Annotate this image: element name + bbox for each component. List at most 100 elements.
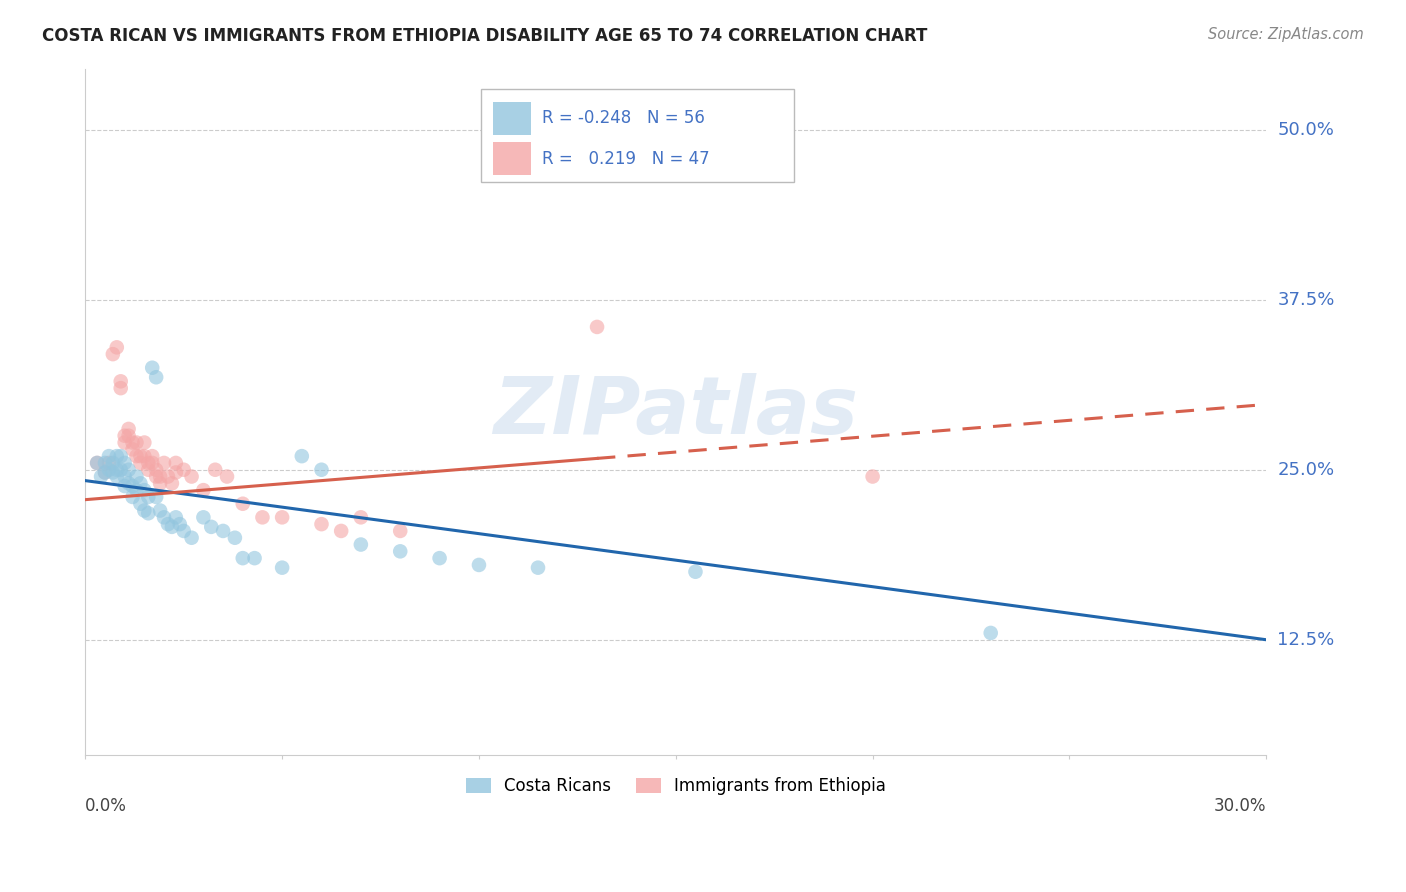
Point [129,476,152,491]
Legend: Costa Ricans, Immigrants from Ethiopia: Costa Ricans, Immigrants from Ethiopia [458,771,893,802]
Point [105,469,128,483]
Point [243,551,266,566]
Point [232,497,254,511]
Point [389,544,412,558]
Point [136,463,159,477]
Point [101,456,124,470]
Point [149,503,172,517]
Point [204,463,226,477]
Point [121,490,143,504]
Point [121,435,143,450]
Point [94,456,117,470]
Point [252,510,274,524]
Point [121,479,143,493]
Point [114,456,136,470]
Point [136,506,159,520]
Point [90,469,112,483]
Point [149,469,172,483]
Point [291,449,314,463]
Point [141,456,163,470]
Point [200,520,222,534]
Point [134,435,156,450]
Text: 12.5%: 12.5% [1278,631,1334,648]
Point [271,560,294,574]
Text: COSTA RICAN VS IMMIGRANTS FROM ETHIOPIA DISABILITY AGE 65 TO 74 CORRELATION CHAR: COSTA RICAN VS IMMIGRANTS FROM ETHIOPIA … [42,27,928,45]
Point [193,483,215,497]
Point [160,476,183,491]
Point [114,469,136,483]
Point [110,463,132,477]
Point [429,551,451,566]
Point [114,428,136,442]
Point [173,524,195,538]
Point [134,503,156,517]
Point [165,466,187,480]
Point [121,442,143,457]
Text: 30.0%: 30.0% [1213,797,1267,814]
Point [105,463,128,477]
Point [156,517,179,532]
Point [134,483,156,497]
Point [145,469,167,483]
Point [134,449,156,463]
Point [101,347,124,361]
Point [125,449,148,463]
Point [180,531,202,545]
Point [215,469,238,483]
Point [232,551,254,566]
Point [527,560,550,574]
Point [110,375,132,389]
FancyBboxPatch shape [492,103,530,136]
Point [105,449,128,463]
Text: Source: ZipAtlas.com: Source: ZipAtlas.com [1208,27,1364,42]
Point [94,466,117,480]
Point [389,524,412,538]
Point [149,476,172,491]
Point [117,428,139,442]
Point [311,463,333,477]
Point [86,456,108,470]
Point [224,531,246,545]
FancyBboxPatch shape [481,89,794,182]
Point [136,456,159,470]
Point [468,558,491,572]
Point [114,435,136,450]
Point [350,537,373,551]
Point [145,463,167,477]
Point [160,520,183,534]
Point [165,510,187,524]
Text: 25.0%: 25.0% [1278,461,1334,479]
Text: 0.0%: 0.0% [86,797,127,814]
Point [101,466,124,480]
Point [141,360,163,375]
Point [145,370,167,384]
Point [862,469,884,483]
Point [136,490,159,504]
Point [86,456,108,470]
Point [97,456,120,470]
Point [311,517,333,532]
Point [129,449,152,463]
Point [980,626,1002,640]
Text: R =   0.219   N = 47: R = 0.219 N = 47 [543,150,710,169]
Point [212,524,235,538]
Point [153,510,176,524]
Point [97,463,120,477]
Point [193,510,215,524]
Point [141,449,163,463]
Point [173,463,195,477]
Point [271,510,294,524]
Point [110,449,132,463]
Point [110,381,132,395]
Point [165,456,187,470]
Point [117,476,139,491]
Point [685,565,707,579]
Point [125,435,148,450]
Point [180,469,202,483]
Point [129,497,152,511]
Point [114,479,136,493]
Point [153,456,176,470]
Point [350,510,373,524]
Point [125,469,148,483]
FancyBboxPatch shape [492,142,530,175]
